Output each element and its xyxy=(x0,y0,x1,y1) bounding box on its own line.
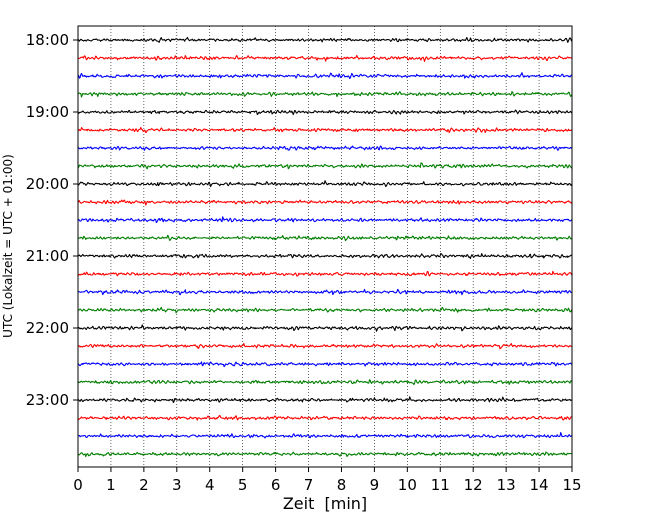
trace-7 xyxy=(77,145,573,151)
y-tick-label-2: 20:00 xyxy=(26,175,69,193)
x-tick-label-0: 0 xyxy=(73,476,83,494)
x-axis-ticks: 0 1 2 3 4 5 6 7 8 9 10 11 12 13 14 15 xyxy=(73,467,582,494)
trace-4 xyxy=(77,91,573,98)
trace-10 xyxy=(77,199,573,206)
x-tick-label-11: 11 xyxy=(431,476,450,494)
x-tick-label-3: 3 xyxy=(172,476,182,494)
y-axis-ticks: 18:00 19:00 20:00 21:00 22:00 23:00 xyxy=(26,31,78,409)
trace-3 xyxy=(77,72,573,80)
x-tick-label-4: 4 xyxy=(205,476,215,494)
seismogram-traces xyxy=(77,36,573,458)
x-tick-label-12: 12 xyxy=(464,476,483,494)
y-tick-label-3: 21:00 xyxy=(26,247,69,265)
y-tick-label-1: 19:00 xyxy=(26,103,69,121)
trace-11 xyxy=(77,216,573,224)
trace-6 xyxy=(77,126,573,134)
y-tick-label-5: 23:00 xyxy=(26,391,69,409)
trace-19 xyxy=(77,361,573,368)
x-tick-label-2: 2 xyxy=(139,476,149,494)
x-tick-label-14: 14 xyxy=(530,476,549,494)
trace-14 xyxy=(77,270,573,277)
x-tick-label-6: 6 xyxy=(271,476,281,494)
x-axis-label: Zeit [min] xyxy=(283,494,367,513)
y-tick-label-0: 18:00 xyxy=(26,31,69,49)
x-tick-label-5: 5 xyxy=(238,476,248,494)
trace-21 xyxy=(77,396,573,404)
x-tick-label-8: 8 xyxy=(337,476,347,494)
trace-12 xyxy=(77,234,573,242)
x-tick-label-13: 13 xyxy=(497,476,516,494)
trace-5 xyxy=(77,109,573,116)
x-tick-label-7: 7 xyxy=(304,476,314,494)
x-tick-label-1: 1 xyxy=(106,476,116,494)
trace-15 xyxy=(77,288,572,296)
x-tick-label-15: 15 xyxy=(562,476,581,494)
trace-24 xyxy=(77,451,573,458)
trace-18 xyxy=(77,342,573,350)
trace-20 xyxy=(77,379,573,386)
trace-8 xyxy=(78,162,573,170)
trace-16 xyxy=(77,306,573,314)
trace-17 xyxy=(77,324,573,332)
y-axis-label: UTC (Lokalzeit = UTC + 01:00) xyxy=(1,154,15,338)
x-tick-label-10: 10 xyxy=(398,476,417,494)
x-tick-label-9: 9 xyxy=(370,476,380,494)
plot-frame xyxy=(77,25,573,468)
y-tick-label-4: 22:00 xyxy=(26,319,69,337)
trace-13 xyxy=(77,253,573,260)
trace-23 xyxy=(77,432,573,439)
trace-22 xyxy=(77,414,573,421)
trace-1 xyxy=(77,36,573,43)
trace-9 xyxy=(77,180,573,188)
trace-2 xyxy=(77,54,573,62)
